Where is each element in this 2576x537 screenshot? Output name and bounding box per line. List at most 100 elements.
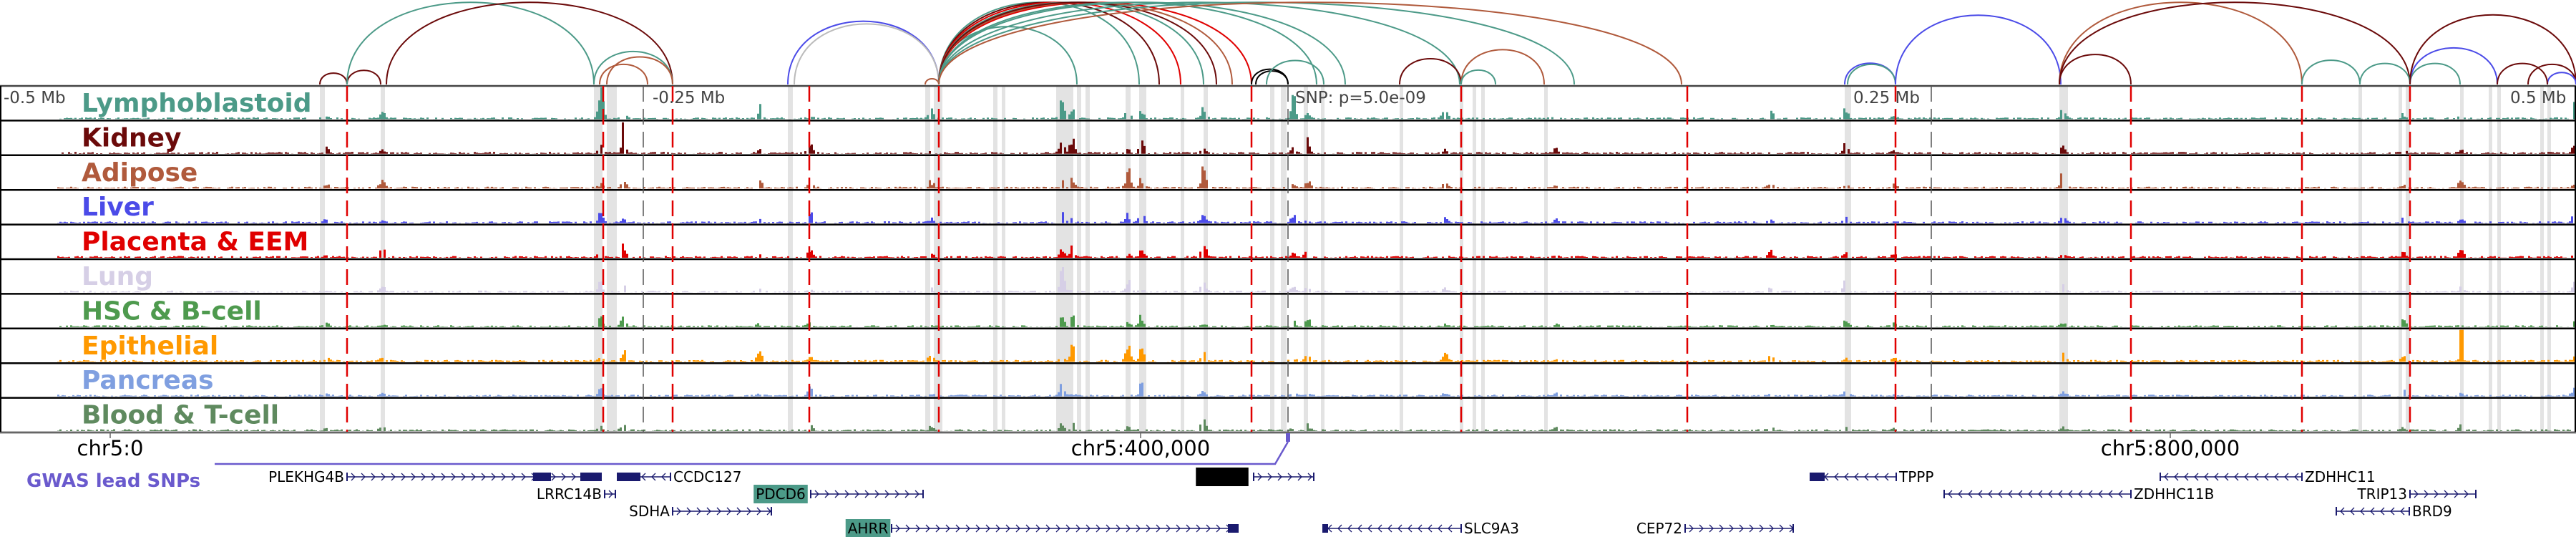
loop-arc bbox=[938, 1, 1346, 85]
gene-label: LRRC14B bbox=[537, 485, 602, 503]
track-label: Lung bbox=[82, 262, 153, 291]
gene-label: EXOC3 bbox=[1198, 468, 1246, 485]
gwas-lead-snps: GWAS lead SNPs bbox=[26, 433, 1290, 492]
gene-zdhhc11b[interactable]: ZDHHC11B bbox=[1943, 485, 2214, 503]
signal-adipose bbox=[57, 166, 2576, 189]
gene-label: CCDC127 bbox=[673, 468, 741, 485]
loop-arc bbox=[606, 56, 673, 85]
loop-arc bbox=[938, 1, 1460, 85]
loop-arc bbox=[599, 63, 648, 85]
gene-label: AHRR bbox=[848, 520, 889, 537]
gene-label: PDCD6 bbox=[756, 485, 806, 503]
gene-exoc3[interactable]: EXOC3 bbox=[1196, 468, 1314, 486]
track-label: Adipose bbox=[82, 158, 197, 188]
loop-arc bbox=[1847, 63, 1896, 85]
axis-tick-chr5-0: chr5:0 bbox=[77, 436, 144, 460]
track-label: Placenta & EEM bbox=[82, 228, 308, 257]
snp-pvalue-label: SNP: p=5.0e-09 bbox=[1295, 89, 1426, 107]
marker-lines bbox=[346, 86, 2411, 432]
loop-arc bbox=[2059, 54, 2132, 85]
loop-arc bbox=[386, 1, 673, 85]
axis-tick-chr5-800000: chr5:800,000 bbox=[2101, 436, 2240, 460]
gene-label: SDHA bbox=[629, 503, 670, 520]
gene-label: TRIP13 bbox=[2356, 485, 2407, 503]
track-label: Pancreas bbox=[82, 366, 214, 395]
exon-block bbox=[1322, 524, 1328, 533]
loop-arc bbox=[2301, 59, 2361, 85]
loop-arc bbox=[2409, 62, 2461, 85]
exon-block bbox=[580, 473, 600, 481]
loop-arc bbox=[2409, 14, 2576, 85]
loop-arc bbox=[1266, 59, 1324, 85]
gene-label-highlight bbox=[845, 519, 891, 537]
gene-sdha[interactable]: SDHA bbox=[629, 503, 772, 520]
gene-ahrr[interactable]: AHRR bbox=[845, 519, 1239, 537]
signal-pancreas bbox=[57, 382, 2576, 397]
loop-arc bbox=[794, 23, 940, 85]
loop-arc bbox=[1255, 70, 1289, 85]
loop-arc bbox=[938, 1, 1682, 85]
signal-liver bbox=[57, 212, 2576, 223]
loop-arc bbox=[1399, 57, 1462, 85]
track-label: Liver bbox=[82, 193, 154, 222]
gene-label: CEP72 bbox=[1636, 520, 1682, 537]
loop-arc bbox=[938, 1, 1217, 85]
gene-label: ZDHHC11 bbox=[2305, 468, 2376, 485]
gene-lrrc14b[interactable]: LRRC14B bbox=[537, 485, 616, 503]
loop-arc bbox=[2359, 62, 2411, 85]
loop-arc bbox=[1895, 14, 2062, 85]
gene-ccdc127[interactable]: CCDC127 bbox=[617, 468, 741, 485]
track-label: Kidney bbox=[82, 123, 182, 153]
chromatin-loop-arcs bbox=[319, 1, 2576, 85]
scale-label-0.25mb: 0.25 Mb bbox=[1853, 89, 1920, 107]
gwas-track-label: GWAS lead SNPs bbox=[26, 470, 200, 492]
gwas-snp-marker bbox=[1286, 433, 1290, 442]
loop-arc bbox=[319, 72, 348, 85]
exon-block bbox=[1810, 473, 1825, 481]
loop-arc bbox=[346, 69, 381, 85]
gene-zdhhc11[interactable]: ZDHHC11 bbox=[2160, 468, 2376, 485]
loop-arc bbox=[593, 50, 673, 85]
loop-arc bbox=[346, 1, 595, 85]
axis-tick-chr5-400000: chr5:400,000 bbox=[1071, 436, 1210, 460]
signal-kidney bbox=[62, 122, 2576, 154]
genomic-axis: chr5:0 chr5:400,000 chr5:800,000 bbox=[0, 432, 2576, 460]
loop-arc bbox=[2527, 63, 2576, 85]
gene-trip13[interactable]: TRIP13 bbox=[2356, 485, 2477, 503]
gene-plekhg4b[interactable]: PLEKHG4B bbox=[268, 468, 602, 485]
exon-block bbox=[1228, 524, 1238, 533]
loop-arc bbox=[2059, 1, 2303, 85]
gene-track: PLEKHG4B CCDC127 LRRC14B PDCD6 SDHA AHRR EXOC3… bbox=[268, 468, 2477, 537]
gene-label: PLEKHG4B bbox=[268, 468, 344, 485]
gene-brd9[interactable]: BRD9 bbox=[2336, 503, 2452, 520]
gene-pdcd6[interactable]: PDCD6 bbox=[753, 485, 924, 503]
loop-arc bbox=[1460, 69, 1496, 85]
track-label: Blood & T-cell bbox=[82, 401, 279, 430]
gene-label: SLC9A3 bbox=[1464, 520, 1519, 537]
track-labels: Lymphoblastoid Kidney Adipose Liver Placenta… bbox=[82, 89, 312, 430]
gene-label-highlight bbox=[1196, 468, 1249, 486]
signal-placenta-eem bbox=[57, 243, 2576, 258]
track-label: Epithelial bbox=[82, 332, 218, 361]
loop-arc bbox=[2497, 62, 2548, 85]
loop-arc bbox=[924, 78, 940, 85]
loop-arc bbox=[2409, 47, 2498, 85]
gene-slc9a3[interactable]: SLC9A3 bbox=[1322, 520, 1519, 537]
gene-label: ZDHHC11B bbox=[2134, 485, 2214, 503]
gene-label: TPPP bbox=[1898, 468, 1933, 485]
loop-arc bbox=[938, 1, 1204, 85]
signal-epithelial bbox=[57, 329, 2576, 362]
gene-cep72[interactable]: CEP72 bbox=[1636, 520, 1794, 537]
gene-tppp[interactable]: TPPP bbox=[1810, 468, 1933, 485]
track-label: Lymphoblastoid bbox=[82, 89, 312, 118]
signal-blood-t-cell bbox=[57, 419, 2576, 431]
signal-lung bbox=[59, 267, 2576, 293]
loop-arc bbox=[787, 20, 940, 85]
loop-arc bbox=[1844, 62, 1896, 85]
loop-arc bbox=[1460, 49, 1545, 85]
exon-block bbox=[533, 473, 551, 481]
scale-label-0.5mb: 0.5 Mb bbox=[2510, 89, 2566, 107]
loop-arc bbox=[2547, 72, 2576, 85]
gene-label-highlight bbox=[753, 485, 808, 503]
